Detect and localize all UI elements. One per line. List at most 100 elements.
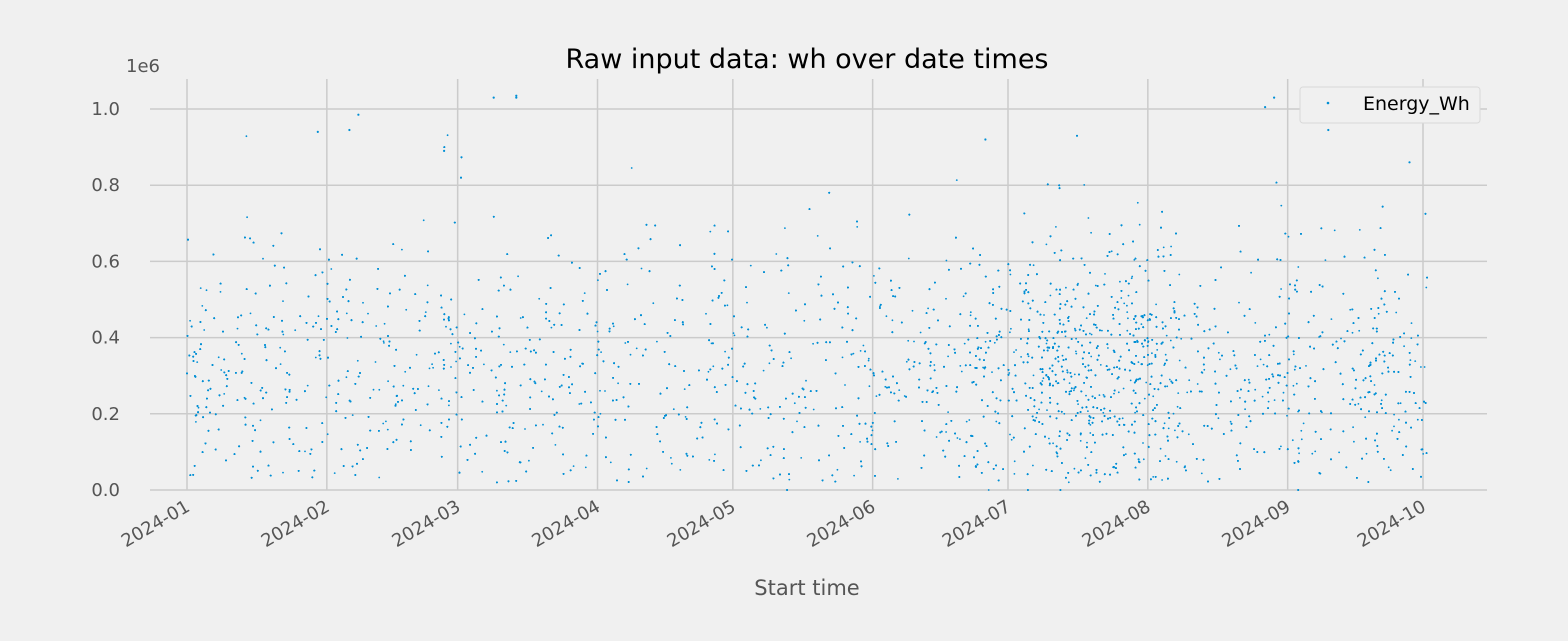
data-point [1353, 441, 1355, 443]
data-point [1414, 360, 1416, 362]
data-point [1138, 361, 1140, 363]
data-point [447, 134, 449, 136]
data-point [1090, 424, 1092, 426]
data-point [1161, 479, 1163, 481]
data-point [423, 219, 425, 221]
data-point [203, 329, 205, 331]
data-point [1048, 438, 1050, 440]
data-point [1174, 430, 1176, 432]
data-point [260, 419, 262, 421]
data-point [613, 325, 615, 327]
data-point [1046, 343, 1048, 345]
data-point [1294, 369, 1296, 371]
data-point [1274, 399, 1276, 401]
data-point [1280, 446, 1282, 448]
data-point [455, 361, 457, 363]
data-point [1420, 366, 1422, 368]
data-point [250, 313, 252, 315]
data-point [1393, 426, 1395, 428]
data-point [994, 342, 996, 344]
data-point [1151, 352, 1153, 354]
data-point [1311, 453, 1313, 455]
data-point [597, 279, 599, 281]
data-point [933, 364, 935, 366]
data-point [218, 356, 220, 358]
data-point [708, 371, 710, 373]
data-point [1085, 457, 1087, 459]
data-point [1359, 229, 1361, 231]
data-point [1155, 304, 1157, 306]
data-point [1166, 385, 1168, 387]
data-point [817, 235, 819, 237]
data-point [724, 351, 726, 353]
data-point [1095, 285, 1097, 287]
data-point [886, 315, 888, 317]
data-point [1010, 274, 1012, 276]
data-point [1074, 468, 1076, 470]
data-point [1244, 408, 1246, 410]
data-point [1331, 318, 1333, 320]
data-point [237, 328, 239, 330]
data-point [1260, 359, 1262, 361]
data-point [947, 356, 949, 358]
data-point [947, 411, 949, 413]
data-point [1120, 297, 1122, 299]
data-point [760, 459, 762, 461]
data-point [945, 298, 947, 300]
data-point [1074, 374, 1076, 376]
data-point [1219, 359, 1221, 361]
data-point [509, 351, 511, 353]
data-point [1288, 236, 1290, 238]
data-point [464, 314, 466, 316]
data-point [1177, 406, 1179, 408]
data-point [1142, 442, 1144, 444]
data-point [1073, 390, 1075, 392]
data-point [1091, 334, 1093, 336]
data-point [1009, 331, 1011, 333]
data-point [656, 341, 658, 343]
data-point [1137, 202, 1139, 204]
data-point [1090, 232, 1092, 234]
data-point [1165, 455, 1167, 457]
data-point [1020, 356, 1022, 358]
data-point [223, 393, 225, 395]
data-point [481, 471, 483, 473]
data-point [734, 335, 736, 337]
data-point [1086, 317, 1088, 319]
data-point [859, 441, 861, 443]
data-point [1410, 337, 1412, 339]
data-point [1035, 417, 1037, 419]
data-point [450, 366, 452, 368]
data-point [803, 320, 805, 322]
data-point [459, 346, 461, 348]
data-point [775, 253, 777, 255]
data-point [624, 342, 626, 344]
data-point [1163, 247, 1165, 249]
data-point [1176, 461, 1178, 463]
data-point [763, 370, 765, 372]
data-point [670, 457, 672, 459]
data-point [1300, 430, 1302, 432]
data-point [1083, 184, 1085, 186]
data-point [1293, 385, 1295, 387]
data-point [853, 475, 855, 477]
data-point [1292, 439, 1294, 441]
data-point [1131, 277, 1133, 279]
data-point [788, 292, 790, 294]
data-point [813, 409, 815, 411]
data-point [198, 407, 200, 409]
data-point [1088, 217, 1090, 219]
data-point [641, 268, 643, 270]
data-point [445, 326, 447, 328]
data-point [727, 304, 729, 306]
data-point [959, 438, 961, 440]
data-point [375, 361, 377, 363]
data-point [1364, 416, 1366, 418]
data-point [1165, 354, 1167, 356]
data-point [1028, 355, 1030, 357]
data-point [585, 467, 587, 469]
data-point [733, 332, 735, 334]
data-point [1113, 393, 1115, 395]
data-point [1104, 273, 1106, 275]
